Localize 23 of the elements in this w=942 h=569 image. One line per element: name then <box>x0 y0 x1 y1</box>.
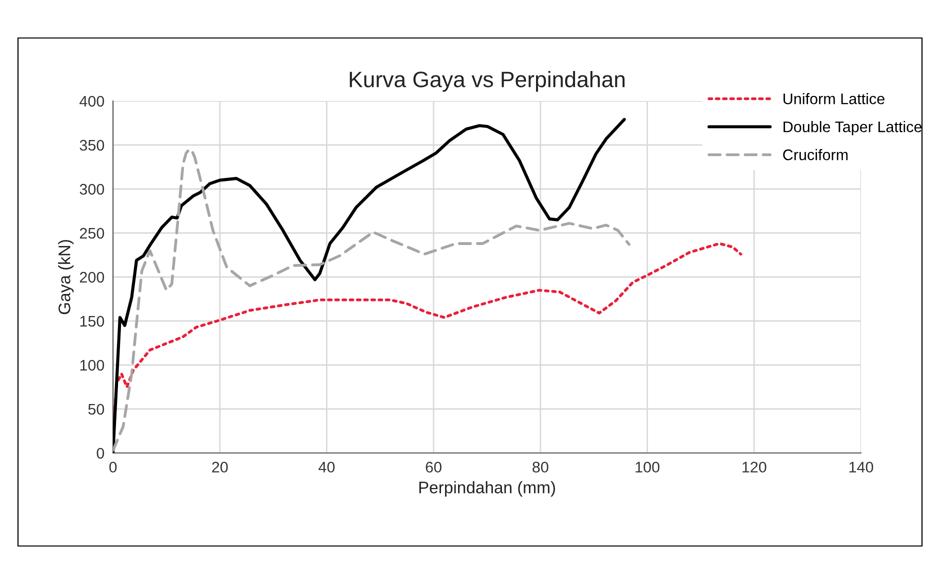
y-tick-label: 300 <box>80 184 104 195</box>
y-tick-label: 400 <box>80 96 104 107</box>
x-axis-title: Perpindahan (mm) <box>419 481 555 497</box>
chart-title: Kurva Gaya vs Perpindahan <box>350 71 625 92</box>
legend-label: Uniform Lattice <box>784 93 884 104</box>
x-tick-label: 80 <box>532 462 548 473</box>
y-tick-label: 350 <box>80 140 104 151</box>
y-tick-label: 150 <box>80 316 104 327</box>
y-axis-title: Gaya (kN) <box>58 240 74 314</box>
y-tick-label: 100 <box>80 360 104 371</box>
x-tick-label: 20 <box>212 462 228 473</box>
x-tick-label: 100 <box>636 462 660 473</box>
legend-label: Double Taper Lattice <box>784 121 922 136</box>
legend-label: Cruciform <box>783 149 848 160</box>
y-tick-label: 200 <box>80 272 104 283</box>
x-tick-label: 0 <box>109 462 117 473</box>
x-tick-label: 60 <box>426 462 442 473</box>
y-tick-label: 50 <box>88 404 104 415</box>
x-tick-label: 120 <box>742 462 766 473</box>
y-tick-label: 250 <box>80 228 104 239</box>
y-tick-label: 0 <box>96 448 104 459</box>
x-tick-label: 40 <box>318 462 335 473</box>
x-tick-label: 140 <box>849 462 874 473</box>
